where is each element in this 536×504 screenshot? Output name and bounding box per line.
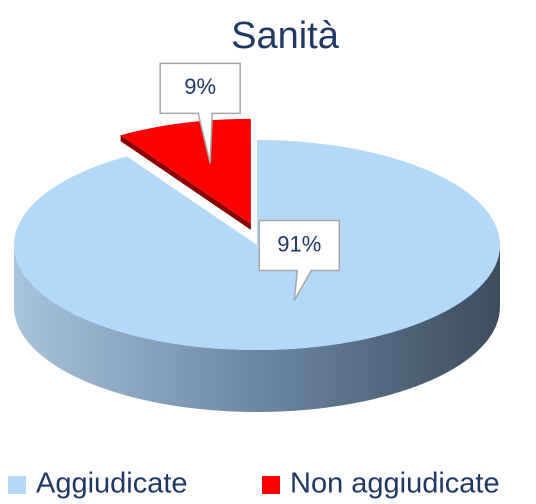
legend-swatch [262, 476, 280, 494]
legend-label: Aggiudicate [36, 468, 188, 500]
pie-slice [14, 140, 501, 350]
data-label: 9% [184, 74, 216, 99]
chart-title: Sanità [231, 15, 340, 57]
pie-slice [120, 118, 251, 224]
legend-label: Non aggiudicate [290, 468, 500, 500]
data-label: 91% [277, 231, 321, 256]
pie-side [120, 135, 251, 230]
legend-swatch [8, 476, 26, 494]
callout [258, 219, 341, 301]
callout [159, 62, 241, 164]
pie-side [14, 245, 500, 412]
